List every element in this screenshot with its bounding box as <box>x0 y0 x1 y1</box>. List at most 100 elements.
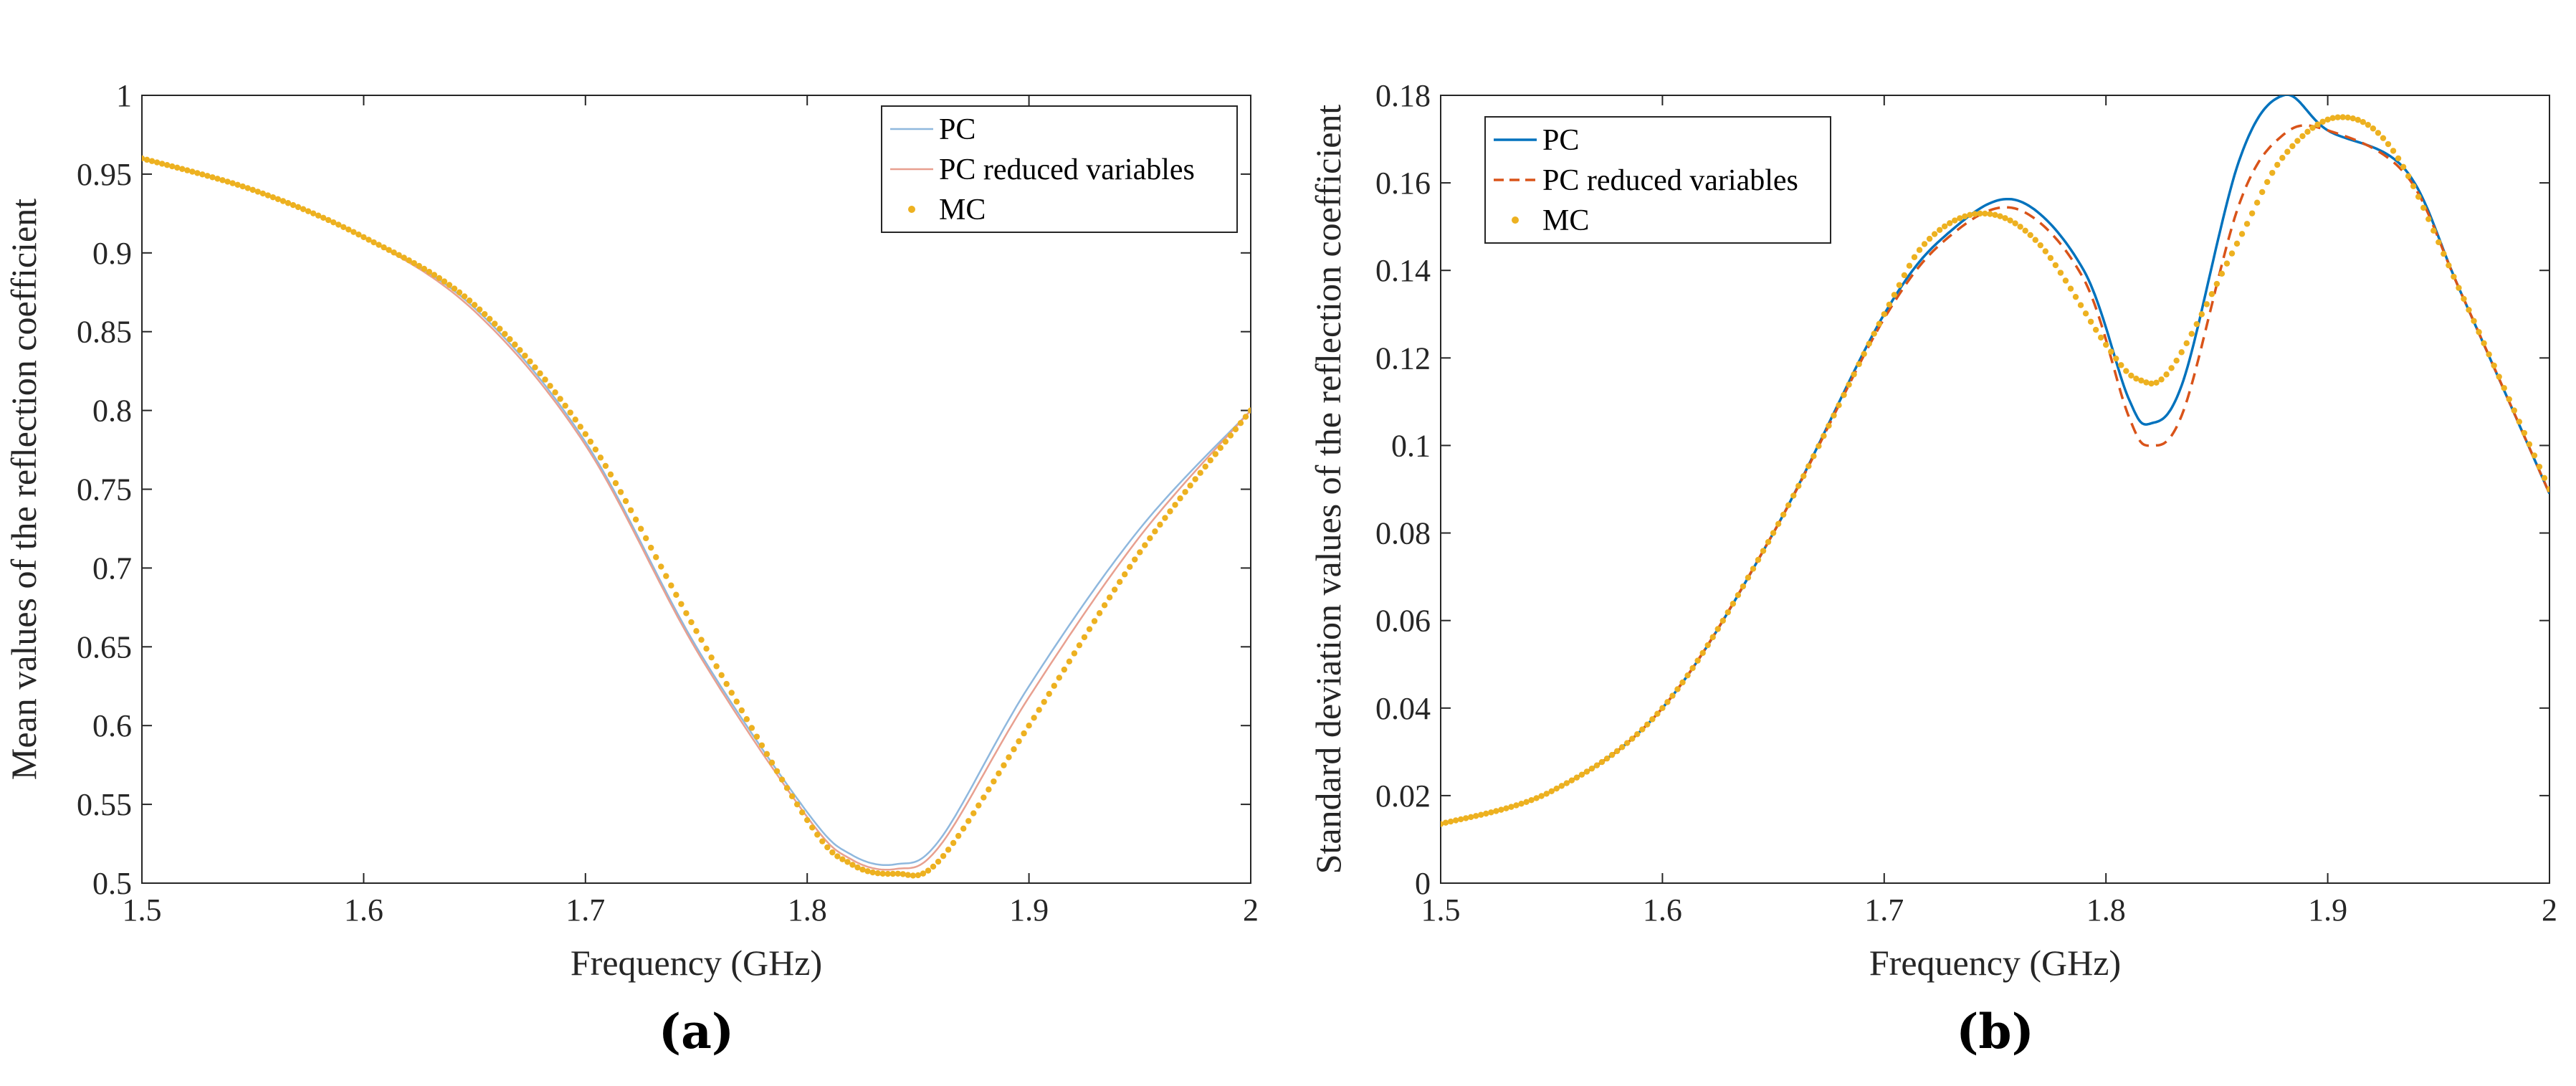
data-point <box>2521 429 2528 437</box>
data-point <box>1780 511 1787 518</box>
data-point <box>2077 302 2084 308</box>
data-point <box>1962 213 1968 220</box>
data-point <box>1036 707 1042 713</box>
data-point <box>2042 248 2049 254</box>
data-point <box>844 859 851 865</box>
data-point <box>622 497 629 505</box>
data-point <box>854 864 861 871</box>
data-point <box>965 818 972 824</box>
data-point <box>476 306 483 313</box>
data-point <box>2284 148 2291 155</box>
data-point <box>1578 771 1585 778</box>
data-point <box>2213 280 2220 287</box>
legend-label-mc: MC <box>1542 204 1589 237</box>
data-point <box>1916 247 1923 253</box>
data-point <box>2274 161 2281 168</box>
data-point <box>2299 133 2306 140</box>
x-tick-label: 2 <box>2542 892 2557 928</box>
data-point <box>1876 320 1882 327</box>
y-tick-label: 0.55 <box>77 787 132 822</box>
data-point <box>2380 135 2387 141</box>
data-point <box>2436 239 2442 246</box>
y-tick-label: 0.8 <box>92 394 132 429</box>
data-point <box>1755 556 1762 563</box>
data-point <box>2168 365 2175 371</box>
data-point <box>446 282 453 288</box>
data-point <box>436 275 443 282</box>
data-point <box>1483 810 1489 817</box>
data-point <box>1856 361 1862 368</box>
data-point <box>1719 617 1726 624</box>
data-point <box>1881 311 1887 318</box>
data-point <box>809 824 816 831</box>
data-point <box>174 164 181 171</box>
data-point <box>552 389 558 396</box>
series-pc-line <box>1441 95 2549 826</box>
data-point <box>1111 586 1118 593</box>
legend-swatch-mc <box>908 206 915 213</box>
data-point <box>1750 566 1757 572</box>
data-point <box>950 839 957 847</box>
data-point <box>406 257 412 264</box>
data-point <box>612 480 619 487</box>
data-point <box>1613 748 1621 755</box>
data-point <box>2269 169 2276 176</box>
data-point <box>1518 801 1525 807</box>
data-point <box>2022 227 2028 234</box>
data-point <box>1694 657 1701 664</box>
data-point <box>1488 809 1494 816</box>
data-point <box>1886 301 1893 308</box>
legend-label-pc-reduced-variables: PC reduced variables <box>1542 164 1798 197</box>
x-tick-label: 1.5 <box>1421 892 1461 928</box>
data-point <box>396 252 402 259</box>
data-point <box>466 297 473 304</box>
data-point <box>204 173 211 179</box>
data-point <box>2466 307 2472 313</box>
data-point <box>2279 155 2286 161</box>
data-point <box>738 707 745 714</box>
data-point <box>1101 602 1108 609</box>
data-point <box>2390 148 2397 154</box>
data-point <box>557 396 563 402</box>
data-point <box>264 192 271 199</box>
data-point <box>910 872 917 879</box>
data-point <box>2304 128 2311 135</box>
data-point <box>1618 744 1626 751</box>
data-point <box>793 801 801 808</box>
data-point <box>441 278 448 285</box>
data-point <box>325 216 332 224</box>
data-point <box>1866 340 1872 347</box>
data-point <box>2032 237 2038 243</box>
data-point <box>527 358 533 365</box>
y-tick-label: 0.5 <box>92 866 132 901</box>
panel-label: (a) <box>659 1004 734 1059</box>
data-point <box>1217 444 1224 452</box>
data-point <box>2365 121 2372 128</box>
data-point <box>2052 262 2059 269</box>
data-point <box>733 698 740 705</box>
data-point <box>2496 373 2502 380</box>
data-point <box>1634 731 1641 738</box>
data-point <box>1714 626 1721 632</box>
chart-panel-b: 1.5 1.6 1.7 1.8 1.9 2 0 0.02 0.04 0.06 0.08 0.1 0.12… <box>1308 78 2557 1059</box>
data-point <box>2258 189 2266 196</box>
data-point <box>143 156 151 163</box>
data-point <box>2163 371 2170 378</box>
data-point <box>1086 626 1093 632</box>
data-point <box>179 166 186 172</box>
data-point <box>748 725 755 731</box>
data-point <box>269 194 277 201</box>
data-point <box>2118 362 2124 368</box>
data-point <box>1972 211 1978 217</box>
data-point <box>416 262 422 270</box>
data-point <box>2007 217 2013 224</box>
data-point <box>1644 721 1651 728</box>
data-point <box>617 489 624 495</box>
data-point <box>1811 453 1817 459</box>
data-point <box>158 161 166 167</box>
data-point <box>1987 211 1993 217</box>
data-point <box>2198 311 2205 318</box>
data-point <box>547 383 553 389</box>
data-point <box>1921 241 1928 247</box>
data-point <box>1142 542 1148 548</box>
